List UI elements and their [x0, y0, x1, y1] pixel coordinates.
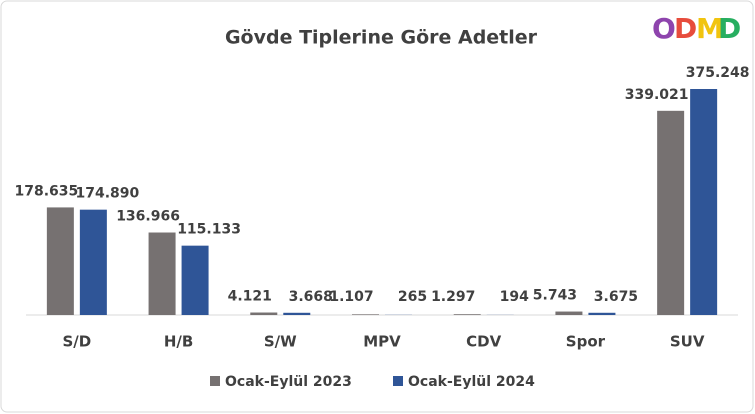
x-tick-label: SUV	[670, 333, 705, 351]
bar	[181, 245, 209, 315]
bar	[148, 232, 176, 315]
data-label: 3.675	[594, 289, 638, 305]
bar	[690, 89, 718, 315]
x-tick-label: S/W	[264, 333, 297, 351]
bar	[283, 312, 311, 315]
data-label: 339.021	[625, 87, 689, 103]
x-tick-label: Spor	[566, 333, 606, 351]
data-label: 1.107	[329, 289, 373, 305]
x-tick-label: CDV	[466, 333, 501, 351]
data-label: 194	[500, 289, 529, 305]
data-label: 1.297	[431, 289, 475, 305]
legend-label: Ocak-Eylül 2024	[408, 374, 535, 390]
x-tick-label: H/B	[164, 333, 193, 351]
data-label: 4.121	[228, 289, 272, 305]
bar	[657, 110, 685, 315]
data-label: 265	[398, 289, 427, 305]
logo-letter: O	[652, 12, 676, 45]
x-tick-label: MPV	[363, 333, 401, 351]
logo-letter: M	[696, 12, 724, 45]
bar	[46, 207, 74, 315]
bar	[555, 311, 583, 315]
bar	[352, 314, 379, 315]
legend-swatch	[210, 376, 220, 386]
chart-title: Gövde Tiplerine Göre Adetler	[225, 27, 538, 49]
data-label: 178.635	[14, 183, 78, 199]
bar	[79, 209, 107, 315]
legend-label: Ocak-Eylül 2023	[225, 374, 352, 390]
data-label: 115.133	[177, 222, 241, 238]
data-label: 375.248	[686, 65, 750, 81]
data-label: 3.668	[289, 289, 333, 305]
legend-swatch	[393, 376, 403, 386]
logo-letter: D	[718, 12, 741, 45]
bar	[453, 314, 481, 315]
bar	[588, 312, 616, 315]
x-tick-label: S/D	[62, 333, 91, 351]
data-label: 174.890	[75, 186, 139, 202]
data-label: 5.743	[533, 288, 577, 304]
logo-letter: D	[674, 12, 697, 45]
data-label: 136.966	[116, 209, 180, 225]
bar	[250, 312, 278, 315]
